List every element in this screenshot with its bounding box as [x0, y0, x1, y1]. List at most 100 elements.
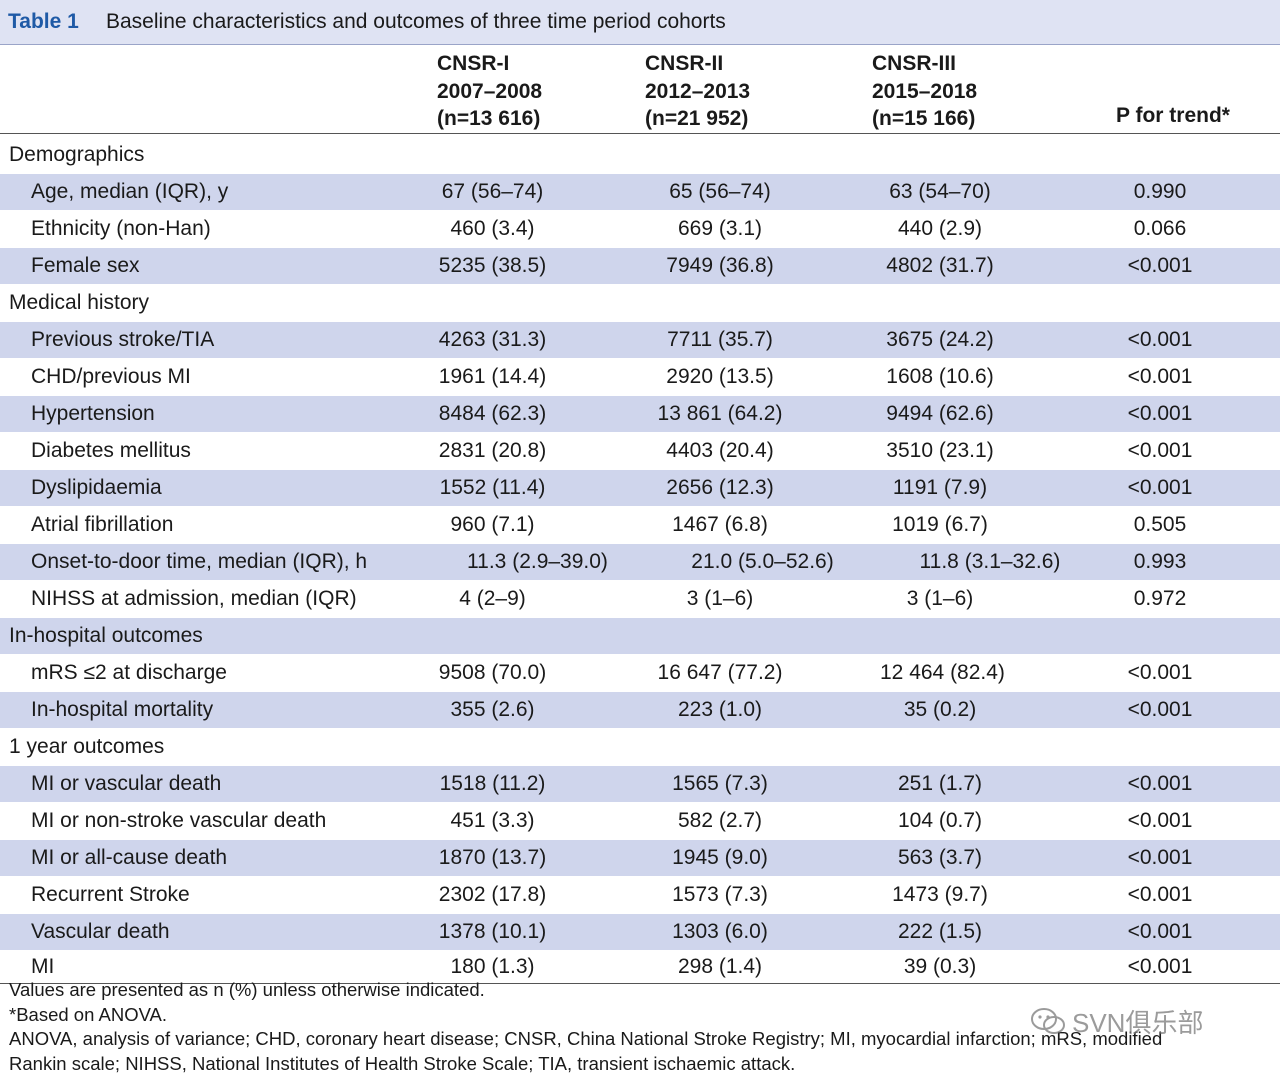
cell-cnsr-2: 1303 (6.0)	[672, 920, 768, 943]
table-row: In-hospital mortality 355 (2.6) 223 (1.0) 3…	[0, 692, 1280, 729]
table-row: Age, median (IQR), y 67 (56–74) 65 (56–74)…	[0, 174, 1280, 211]
column-header-cnsr-1: CNSR-I 2007–2008 (n=13 616)	[437, 50, 542, 133]
cell-cnsr-1: 9508 (70.0)	[438, 661, 547, 684]
cell-cnsr-3: 39 (0.3)	[903, 955, 977, 978]
row-label: Age, median (IQR), y	[31, 180, 229, 203]
row-label: MI or vascular death	[31, 772, 222, 795]
table-title: Baseline characteristics and outcomes of…	[106, 10, 726, 33]
cell-cnsr-3: 4802 (31.7)	[886, 254, 994, 277]
cell-cnsr-2: 3 (1–6)	[686, 587, 754, 610]
cell-p-trend: <0.001	[1127, 883, 1193, 906]
column-period: 2012–2013	[645, 79, 751, 103]
cell-cnsr-1: 2831 (20.8)	[438, 439, 547, 462]
cell-p-trend: <0.001	[1127, 920, 1193, 943]
cell-p-trend: <0.001	[1127, 955, 1193, 978]
cell-p-trend: <0.001	[1127, 254, 1193, 277]
section-header-row: Demographics	[0, 137, 1280, 174]
cell-cnsr-2: 1573 (7.3)	[672, 883, 768, 906]
cell-cnsr-3: 3510 (23.1)	[886, 439, 994, 462]
column-name: CNSR-I	[437, 52, 510, 75]
row-label: Female sex	[31, 254, 140, 277]
row-label: mRS ≤2 at discharge	[31, 661, 227, 684]
cell-cnsr-3: 1191 (7.9)	[892, 476, 988, 499]
cell-cnsr-2: 298 (1.4)	[677, 955, 763, 978]
cell-cnsr-1: 1518 (11.2)	[439, 772, 546, 795]
cell-cnsr-2: 16 647 (77.2)	[657, 661, 783, 684]
table-row: Hypertension 8484 (62.3) 13 861 (64.2) 9494…	[0, 396, 1280, 433]
cell-cnsr-3: 440 (2.9)	[897, 217, 983, 240]
section-label: In-hospital outcomes	[9, 624, 203, 647]
row-label: Dyslipidaemia	[31, 476, 162, 499]
cell-cnsr-3: 3 (1–6)	[906, 587, 974, 610]
cell-p-trend: <0.001	[1127, 698, 1193, 721]
table-row: NIHSS at admission, median (IQR) 4 (2–9) 3…	[0, 581, 1280, 618]
cell-cnsr-2: 223 (1.0)	[677, 698, 763, 721]
wechat-icon	[1031, 1007, 1065, 1034]
cell-cnsr-2: 13 861 (64.2)	[657, 402, 783, 425]
cell-p-trend: <0.001	[1127, 365, 1193, 388]
table-row: Diabetes mellitus 2831 (20.8) 4403 (20.4) 3…	[0, 433, 1280, 470]
column-n: (n=21 952)	[645, 107, 749, 130]
row-label: MI	[31, 955, 55, 978]
cell-cnsr-1: 1552 (11.4)	[439, 476, 546, 499]
table-row: MI 180 (1.3) 298 (1.4) 39 (0.3) <0.001	[0, 951, 1280, 984]
cell-p-trend: <0.001	[1127, 772, 1193, 795]
cell-cnsr-1: 180 (1.3)	[450, 955, 535, 978]
cell-cnsr-3: 563 (3.7)	[897, 846, 983, 869]
cell-cnsr-3: 104 (0.7)	[897, 809, 983, 832]
cell-p-trend: 0.066	[1133, 217, 1187, 240]
cell-cnsr-1: 355 (2.6)	[450, 698, 535, 721]
cell-p-trend: 0.993	[1133, 550, 1187, 573]
row-label: CHD/previous MI	[31, 365, 191, 388]
table-row: MI or all-cause death 1870 (13.7) 1945 (9.…	[0, 840, 1280, 877]
column-name: CNSR-II	[645, 52, 724, 75]
section-label: Demographics	[9, 143, 145, 166]
cell-p-trend: <0.001	[1127, 661, 1193, 684]
cell-cnsr-1: 460 (3.4)	[450, 217, 535, 240]
table-row: CHD/previous MI 1961 (14.4) 2920 (13.5) 160…	[0, 359, 1280, 396]
section-header-row: In-hospital outcomes	[0, 618, 1280, 655]
cell-cnsr-2: 4403 (20.4)	[666, 439, 774, 462]
section-header-row: Medical history	[0, 285, 1280, 322]
cell-cnsr-1: 8484 (62.3)	[438, 402, 547, 425]
cell-p-trend: 0.972	[1133, 587, 1187, 610]
row-label: Previous stroke/TIA	[31, 328, 215, 351]
cell-cnsr-1: 451 (3.3)	[450, 809, 535, 832]
cell-cnsr-1: 2302 (17.8)	[438, 883, 547, 906]
table-row: Vascular death 1378 (10.1) 1303 (6.0) 222 (…	[0, 914, 1280, 951]
cell-cnsr-3: 222 (1.5)	[897, 920, 983, 943]
cell-cnsr-3: 35 (0.2)	[903, 698, 977, 721]
cell-cnsr-3: 1019 (6.7)	[892, 513, 988, 536]
cell-p-trend: 0.990	[1133, 180, 1187, 203]
table-row: Previous stroke/TIA 4263 (31.3) 7711 (35.7…	[0, 322, 1280, 359]
row-label: In-hospital mortality	[31, 698, 214, 721]
cell-cnsr-2: 1945 (9.0)	[672, 846, 768, 869]
cell-p-trend: <0.001	[1127, 439, 1193, 462]
cell-cnsr-1: 11.3 (2.9–39.0)	[467, 550, 608, 573]
cell-cnsr-3: 1473 (9.7)	[892, 883, 988, 906]
cell-cnsr-3: 63 (54–70)	[889, 180, 991, 203]
row-label: Hypertension	[31, 402, 155, 425]
column-n: (n=15 166)	[872, 107, 976, 130]
watermark-text: SVN俱乐部	[1072, 1008, 1204, 1038]
cell-p-trend: 0.505	[1133, 513, 1187, 536]
column-period: 2007–2008	[437, 79, 543, 103]
cell-cnsr-2: 1565 (7.3)	[672, 772, 768, 795]
cell-cnsr-1: 5235 (38.5)	[438, 254, 547, 277]
table-header: CNSR-I 2007–2008 (n=13 616) CNSR-II 2012…	[0, 45, 1280, 134]
footnote: Rankin scale; NIHSS, National Institutes…	[9, 1052, 796, 1074]
table-label: Table 1	[8, 10, 79, 33]
cell-cnsr-1: 960 (7.1)	[450, 513, 535, 536]
column-n: (n=13 616)	[437, 107, 541, 130]
cell-cnsr-1: 67 (56–74)	[441, 180, 544, 203]
cell-cnsr-3: 1608 (10.6)	[886, 365, 994, 388]
row-label: Ethnicity (non-Han)	[31, 217, 211, 240]
section-label: 1 year outcomes	[9, 735, 165, 758]
row-label: Atrial fibrillation	[31, 513, 174, 536]
cell-cnsr-1: 1870 (13.7)	[438, 846, 547, 869]
cell-cnsr-3: 3675 (24.2)	[886, 328, 994, 351]
column-header-p-trend: P for trend*	[1116, 104, 1230, 127]
cell-p-trend: <0.001	[1127, 476, 1193, 499]
cell-cnsr-1: 1961 (14.4)	[438, 365, 547, 388]
cell-p-trend: <0.001	[1127, 402, 1193, 425]
